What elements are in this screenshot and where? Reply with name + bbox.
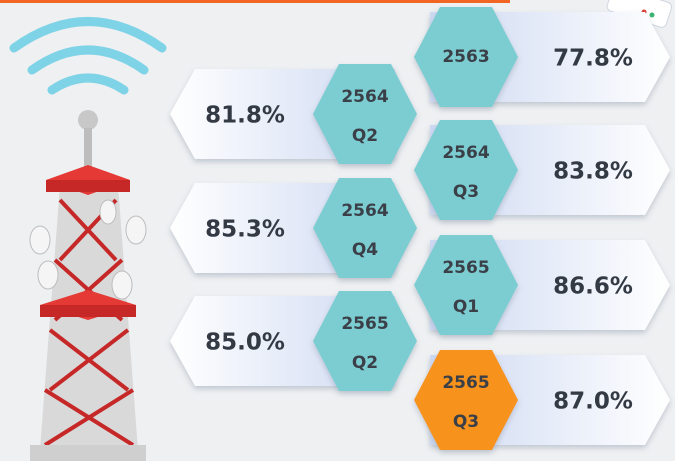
year-label: 2565: [341, 314, 388, 334]
item-card: 2564 Q4 85.3%: [170, 178, 417, 278]
year-label: 2564: [341, 87, 388, 107]
value-label: 86.6%: [553, 274, 633, 300]
item-card: 2563 77.8%: [414, 7, 670, 107]
year-label: 2564: [341, 201, 388, 221]
year-label: 2565: [442, 373, 489, 393]
wifi-signal: [14, 22, 162, 91]
year-label: 2564: [442, 143, 489, 163]
value-label: 83.8%: [553, 159, 633, 185]
quarter-label: Q2: [352, 126, 378, 146]
quarter-label: Q3: [453, 182, 479, 202]
quarter-label: Q1: [453, 297, 479, 317]
items: 2563 77.8% 2564 Q2 81.8% 2564 Q3 83.8% 2564 Q4 85.…: [170, 7, 670, 450]
item-card: 2564 Q2 81.8%: [170, 64, 417, 164]
quarter-label: Q2: [352, 353, 378, 373]
value-label: 77.8%: [553, 46, 633, 72]
item-card: 2565 Q2 85.0%: [170, 291, 417, 391]
infographic: 2563 77.8% 2564 Q2 81.8% 2564 Q3 83.8% 2564 Q4 85.…: [0, 0, 675, 461]
value-label: 81.8%: [205, 103, 285, 129]
year-label: 2563: [442, 47, 489, 67]
value-label: 85.0%: [205, 330, 285, 356]
item-card: 2565 Q1 86.6%: [414, 235, 670, 335]
value-label: 85.3%: [205, 217, 285, 243]
item-card: 2564 Q3 83.8%: [414, 120, 670, 220]
quarter-label: Q3: [453, 412, 479, 432]
tower-illustration: [30, 110, 146, 461]
year-label: 2565: [442, 258, 489, 278]
quarter-label: Q4: [352, 240, 378, 260]
item-card: 2565 Q3 87.0%: [414, 350, 670, 450]
top-stripe: [0, 0, 510, 3]
value-label: 87.0%: [553, 389, 633, 415]
